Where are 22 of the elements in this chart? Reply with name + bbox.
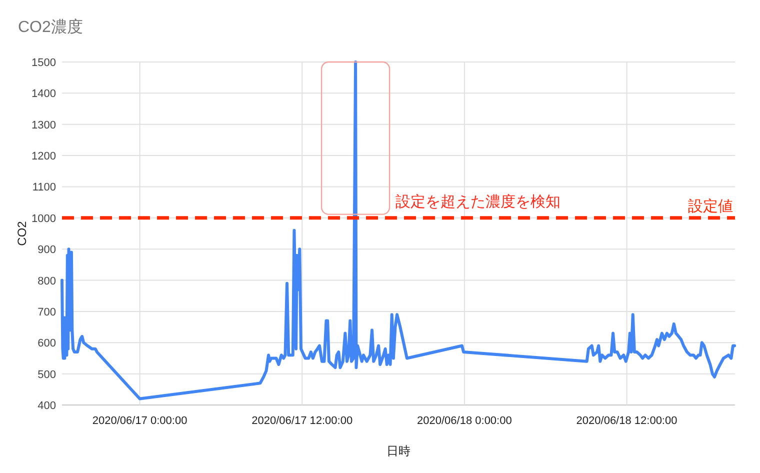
x-tick-label: 2020/06/17 0:00:00 [92,415,188,427]
y-tick-label: 1200 [32,150,56,163]
annotation: 設定を超えた濃度を検知 [320,61,561,215]
y-tick-label: 400 [38,400,56,412]
x-tick-label: 2020/06/17 12:00:00 [252,415,353,427]
y-tick-label: 900 [38,244,56,256]
title: CO2濃度 [18,19,83,36]
y-tick-label: 600 [38,338,56,350]
ref-line-label: 設定値 [688,198,733,215]
y-tick-label: 1400 [32,88,56,100]
x-tick-label: 2020/06/18 0:00:00 [417,415,512,427]
y-tick-label: 1000 [32,212,56,225]
y-tick-label: 800 [38,275,56,288]
y-tick-label: 1300 [32,119,56,132]
y-tick-label: 1500 [32,57,56,69]
ylabel: CO2 [15,221,29,246]
y-tick-label: 500 [38,368,56,381]
xlabel: 日時 [386,444,410,458]
y-tick-label: 1100 [32,182,56,194]
annotation: 設定を超えた濃度を検知 [396,193,561,210]
y-tick-label: 700 [38,306,56,318]
x-tick-label: 2020/06/18 12:00:00 [576,415,678,427]
